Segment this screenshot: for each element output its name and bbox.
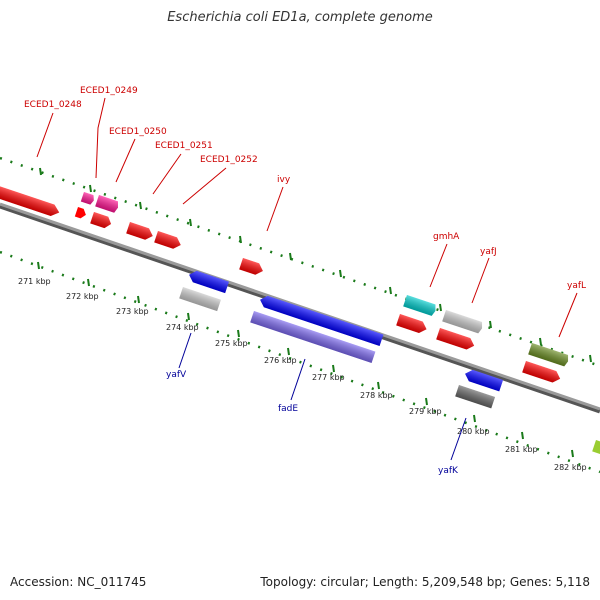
reverse-leader-lines (178, 332, 467, 461)
topology-info-text: Topology: circular; Length: 5,209,548 bp… (260, 575, 590, 589)
kbp-label: 279 kbp (409, 407, 442, 416)
map-title: Escherichia coli ED1a, complete genome (167, 10, 433, 25)
inner-dotted-track (0, 250, 600, 474)
kbp-label: 280 kbp (457, 427, 490, 436)
kbp-label: 274 kbp (166, 323, 199, 332)
inner-major-ticks (37, 261, 574, 458)
gene-label-ECED1_0251[interactable]: ECED1_0251 (155, 141, 213, 151)
feature-edge[interactable] (592, 440, 600, 455)
gene-label-yafJ[interactable]: yafJ (480, 247, 497, 257)
gene-label-ivy[interactable]: ivy (277, 175, 291, 185)
gene-label-gmhA[interactable]: gmhA (433, 232, 460, 242)
kbp-label: 271 kbp (18, 277, 51, 286)
kbp-label: 277 kbp (312, 373, 345, 382)
outer-major-ticks (39, 167, 592, 363)
kbp-label: 282 kbp (554, 463, 587, 472)
gene-label-yafK[interactable]: yafK (438, 466, 459, 476)
gene-label-yafV[interactable]: yafV (166, 370, 187, 380)
kbp-label: 272 kbp (66, 292, 99, 301)
kbp-label: 276 kbp (264, 356, 297, 365)
accession-text: Accession: NC_011745 (10, 575, 147, 589)
gene-label-ECED1_0248[interactable]: ECED1_0248 (24, 100, 82, 110)
gene-label-fadE[interactable]: fadE (278, 404, 298, 414)
gene-label-ECED1_0249[interactable]: ECED1_0249 (80, 86, 138, 96)
reverse-gene-labels: yafV fadE yafK (166, 370, 459, 476)
kbp-label: 281 kbp (505, 445, 538, 454)
reverse-features (179, 270, 504, 409)
gene-label-ECED1_0252[interactable]: ECED1_0252 (200, 155, 258, 165)
outer-dotted-track (0, 156, 600, 368)
forward-gene-labels: ECED1_0248 ECED1_0249 ECED1_0250 ECED1_0… (24, 86, 586, 291)
kbp-label: 278 kbp (360, 391, 393, 400)
gene-label-ECED1_0250[interactable]: ECED1_0250 (109, 127, 167, 137)
gene-label-yafL[interactable]: yafL (567, 281, 586, 291)
forward-leader-lines (36, 97, 578, 338)
feature-ECED1_0248b[interactable] (74, 207, 88, 220)
forward-features (0, 183, 600, 455)
backbone (0, 202, 600, 411)
kbp-labels: 271 kbp 272 kbp 273 kbp 274 kbp 275 kbp … (18, 277, 587, 472)
kbp-label: 275 kbp (215, 339, 248, 348)
kbp-label: 273 kbp (116, 307, 149, 316)
